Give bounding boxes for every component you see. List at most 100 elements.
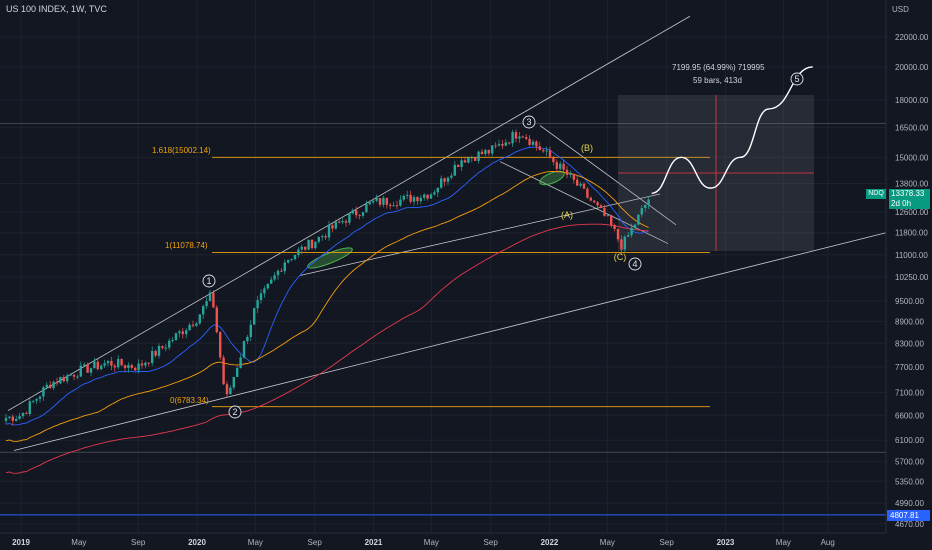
candle-body — [259, 293, 263, 301]
candle-body — [219, 332, 222, 358]
time-tick-label: 2020 — [188, 538, 206, 547]
candle-body — [565, 169, 569, 175]
candle-body — [331, 225, 334, 229]
symbol-price-badge[interactable]: NDQ 13378.33 2d 0h — [866, 188, 930, 209]
candle-body — [582, 183, 586, 189]
candle-body — [212, 292, 215, 308]
price-tick-label: 10250.00 — [895, 273, 929, 282]
price-tick-label: 5700.00 — [895, 457, 924, 466]
candle-body — [181, 331, 184, 335]
candle-body — [528, 138, 531, 145]
candle-body — [406, 194, 409, 196]
candle-body — [28, 401, 31, 414]
candle-body — [487, 149, 490, 154]
wave-2-label: 2 — [232, 407, 237, 417]
ma-mid-line — [5, 170, 649, 442]
wave-1-label: 1 — [206, 276, 211, 286]
time-tick-label: May — [424, 538, 439, 547]
candle-body — [450, 175, 453, 178]
candle-body — [232, 376, 235, 388]
candle-body — [256, 300, 259, 309]
candle-body — [290, 259, 293, 261]
candle-body — [569, 173, 572, 175]
candle-body — [55, 381, 59, 384]
candle-body — [545, 150, 548, 152]
wave-labels: 1 2 3 4 5 (A) (B) (C) — [202, 72, 804, 419]
candle-body — [72, 374, 76, 377]
candle-body — [253, 308, 256, 325]
candle-body — [242, 341, 246, 358]
candle-body — [389, 204, 392, 207]
candle-body — [382, 197, 385, 205]
lower-channel-line — [13, 232, 887, 451]
ma-fast-line — [5, 146, 649, 426]
candle-body — [358, 215, 361, 217]
wave-4-label: 4 — [632, 259, 637, 269]
candle-body — [321, 236, 324, 238]
price-tick-label: 12600.00 — [895, 208, 929, 217]
candle-body — [123, 365, 127, 369]
candle-body — [249, 324, 252, 337]
price-tick-label: 4990.00 — [895, 499, 924, 508]
candle-body — [368, 202, 371, 205]
price-axis-bg — [886, 0, 932, 550]
candle-body — [562, 163, 565, 170]
measure-label-bars: 59 bars, 413d — [693, 76, 742, 85]
candle-body — [164, 347, 167, 349]
candle-body — [477, 151, 480, 161]
candle-body — [521, 136, 524, 138]
candle-body — [327, 225, 331, 238]
wave-1-label-circle — [202, 274, 216, 288]
wave-2-label-circle — [228, 405, 242, 419]
candle-body — [100, 365, 103, 370]
candle-body — [127, 365, 130, 369]
candle-body — [416, 197, 419, 202]
candle-body — [603, 207, 606, 216]
candle-body — [412, 197, 416, 202]
candle-body — [52, 381, 55, 389]
candle-body — [79, 365, 82, 377]
candle-body — [151, 350, 154, 364]
candle-body — [236, 368, 239, 377]
candle-body — [229, 387, 232, 395]
candle-body — [32, 400, 35, 402]
candle-body — [273, 275, 276, 280]
candle-body — [21, 413, 25, 417]
candle-body — [11, 416, 14, 421]
candle-body — [202, 306, 205, 315]
candle-body — [480, 151, 484, 155]
wedge-upper-line — [539, 125, 677, 226]
candle-body — [647, 199, 650, 206]
candle-body — [426, 194, 429, 199]
candle-body — [433, 192, 436, 195]
candle-body — [375, 198, 378, 201]
candle-body — [616, 229, 620, 240]
candle-body — [134, 367, 137, 371]
candle-body — [474, 157, 477, 161]
time-tick-label: 2022 — [541, 538, 559, 547]
price-tick-label: 6600.00 — [895, 411, 924, 420]
candle-body — [589, 197, 592, 201]
symbol-ticker: NDQ — [866, 189, 886, 199]
candle-body — [161, 345, 164, 348]
time-axis[interactable]: 2019 May Sep 2020 May Sep 2021 May Sep 2022 May Sep… — [0, 532, 886, 550]
candle-body — [511, 132, 514, 144]
price-tick-label: 13800.00 — [895, 180, 929, 189]
candle-body — [440, 178, 443, 188]
candle-body — [535, 141, 538, 147]
candle-body — [385, 197, 388, 205]
candle-body — [45, 384, 48, 388]
candle-body — [633, 224, 637, 228]
measure-box — [618, 95, 814, 251]
candle-body — [317, 236, 320, 242]
candle-body — [157, 345, 161, 356]
candle-body — [62, 377, 65, 382]
price-axis[interactable]: 22000.00 20000.00 18000.00 16500.00 15000.00… — [885, 0, 932, 550]
currency-label: USD — [892, 5, 909, 14]
candle-body — [392, 205, 395, 207]
price-tick-label: 4670.00 — [895, 520, 924, 529]
candle-body — [399, 199, 402, 206]
candle-body — [542, 150, 545, 152]
